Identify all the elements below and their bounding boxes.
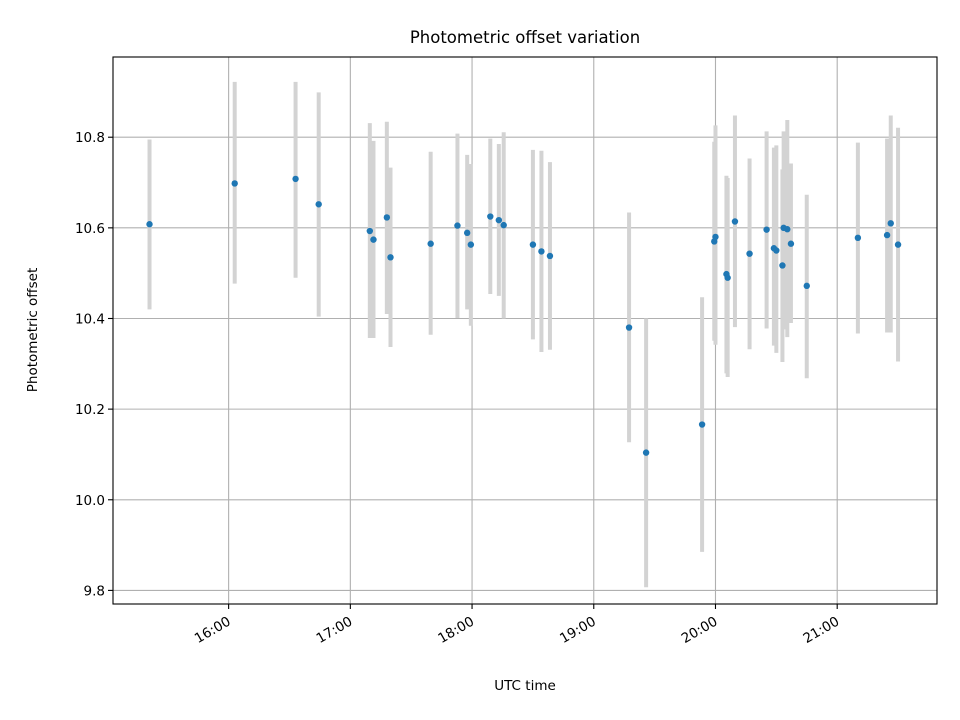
data-point <box>383 214 391 221</box>
x-tick-label: 19:00 <box>557 614 599 647</box>
x-tick-label: 17:00 <box>314 614 356 647</box>
data-point <box>625 324 633 331</box>
y-axis-ticks: 9.8 10.0 10.2 10.4 10.6 10.8 <box>75 130 113 599</box>
x-axis-label: UTC time <box>494 678 556 694</box>
x-tick-label: 20:00 <box>679 614 721 647</box>
error-bars <box>147 81 901 588</box>
data-point <box>366 227 374 235</box>
data-point <box>724 274 731 281</box>
data-point <box>746 250 753 257</box>
data-point <box>500 221 507 229</box>
x-axis-ticks: 16:00 17:00 18:00 19:00 20:00 21:00 <box>192 604 842 647</box>
data-point <box>803 282 810 290</box>
data-point <box>387 254 394 261</box>
data-point <box>427 240 434 247</box>
y-tick-label: 10.8 <box>75 130 105 146</box>
data-point <box>773 247 780 254</box>
y-tick-label: 10.0 <box>75 493 105 509</box>
data-point <box>454 222 461 229</box>
data-point <box>784 226 791 233</box>
y-axis-label: Photometric offset <box>25 268 41 392</box>
data-point <box>146 221 153 228</box>
x-tick-label: 18:00 <box>435 614 477 647</box>
data-point <box>467 241 475 248</box>
y-tick-label: 10.6 <box>75 221 105 237</box>
data-point <box>763 226 770 233</box>
data-point <box>231 180 238 187</box>
data-point <box>731 218 739 225</box>
data-point <box>887 220 894 227</box>
plot-frame <box>112 56 938 605</box>
data-point <box>883 231 891 239</box>
data-point <box>698 421 706 428</box>
y-tick-label: 9.8 <box>84 583 105 599</box>
data-points <box>146 175 902 456</box>
data-point <box>712 233 719 241</box>
y-tick-label: 10.4 <box>75 311 105 327</box>
data-point <box>463 229 471 237</box>
data-point <box>894 241 902 248</box>
data-point <box>292 175 299 183</box>
data-point <box>779 262 786 269</box>
data-point <box>538 248 545 255</box>
chart-title: Photometric offset variation <box>410 28 640 47</box>
x-tick-label: 16:00 <box>192 614 234 647</box>
data-point <box>529 241 537 248</box>
data-point <box>495 216 503 224</box>
data-point <box>787 240 795 247</box>
data-point <box>370 236 377 243</box>
data-point <box>546 252 554 260</box>
x-tick-label: 21:00 <box>801 614 843 647</box>
data-point <box>315 201 322 208</box>
y-tick-label: 10.2 <box>75 402 105 418</box>
data-point <box>854 234 862 242</box>
data-point <box>487 213 494 220</box>
data-point <box>642 449 650 456</box>
